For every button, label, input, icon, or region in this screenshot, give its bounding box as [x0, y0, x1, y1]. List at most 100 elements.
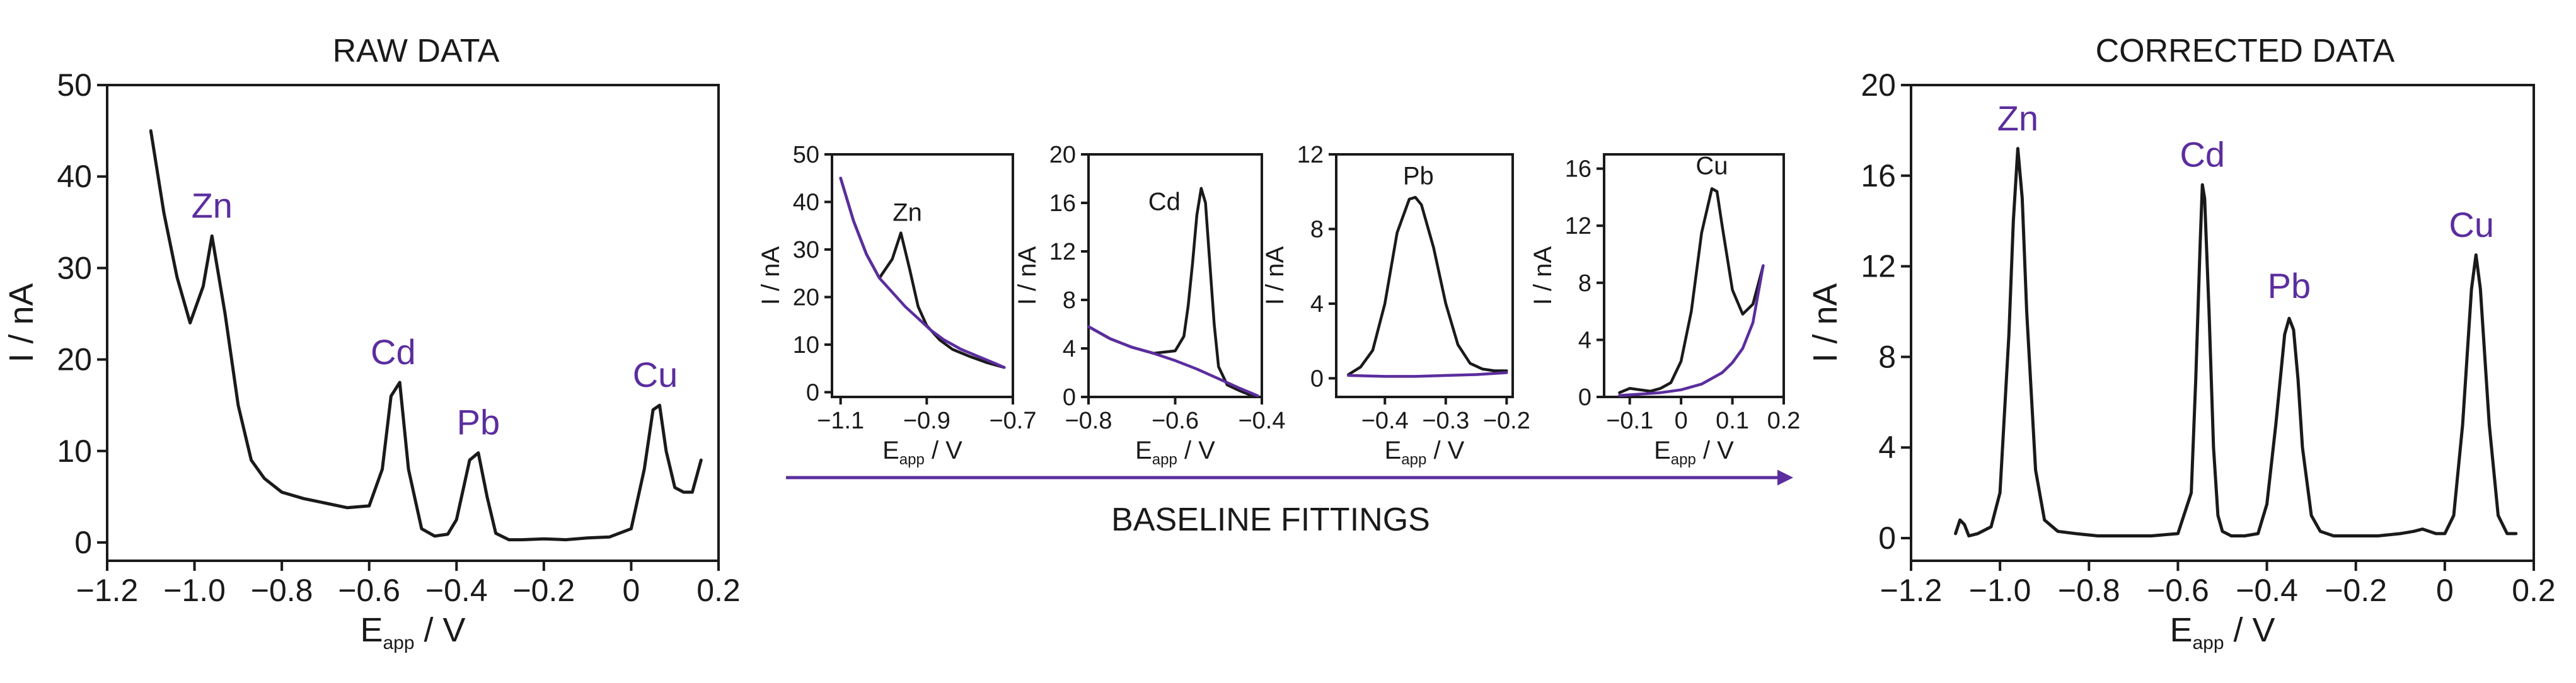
corrected-y-tick-label: 12	[1861, 249, 1896, 284]
fit-pb-plot-frame	[1335, 153, 1514, 398]
fit-cd-x-tick-label: −0.4	[1238, 408, 1285, 434]
raw-x-tick-label: −0.8	[251, 573, 313, 608]
fit-cu-x-axis-label: Eapp / V	[1654, 437, 1734, 468]
fit-cd-y-tick-label: 4	[1063, 336, 1076, 362]
fit-pb-x-tick-label: −0.3	[1422, 408, 1469, 434]
fit-zn-x-axis-label: Eapp / V	[882, 437, 962, 468]
fit-cu-y-axis-label: I / nA	[1529, 246, 1557, 305]
pb-baseline-fit-chart: −0.4 −0.3 −0.2 0 4 8 12 Eapp / V I / nA Pb	[1261, 142, 1530, 468]
fit-zn-peak-label-zn: Zn	[892, 199, 922, 227]
fit-pb-x-tick-label: −0.4	[1361, 408, 1409, 434]
fit-cu-y-tick-label: 4	[1578, 327, 1591, 353]
corrected-y-tick-label: 4	[1878, 430, 1896, 465]
raw-x-tick-label: −1.0	[163, 573, 226, 608]
fit-cd-series-baseline	[1087, 325, 1259, 398]
fit-pb-y-tick-label: 0	[1310, 365, 1324, 392]
raw-plot-frame	[106, 84, 720, 562]
corrected-x-tick-label: −0.4	[2236, 573, 2298, 608]
raw-y-tick-label: 40	[57, 159, 92, 194]
corrected-y-axis-label: I / nA	[1806, 283, 1844, 362]
corrected-x-tick-label: 0.2	[2512, 573, 2556, 608]
corrected-x-tick-label: −1.0	[1969, 573, 2031, 608]
fit-cd-y-tick-label: 20	[1049, 142, 1076, 168]
corrected-y-tick-label: 16	[1861, 158, 1896, 193]
fit-zn-x-tick-label: −0.7	[989, 408, 1036, 434]
fit-cd-x-axis-label: Eapp / V	[1135, 437, 1215, 468]
raw-x-tick-label: −0.4	[425, 573, 488, 608]
raw-x-tick-label: 0	[623, 573, 640, 608]
fit-zn-y-tick-label: 50	[793, 142, 819, 168]
fit-zn-series-raw	[839, 176, 1006, 369]
fit-cd-y-tick-label: 8	[1063, 287, 1076, 314]
fit-cu-x-tick-label: 0.1	[1716, 408, 1749, 434]
fit-pb-peak-label-pb: Pb	[1403, 162, 1434, 190]
raw-x-tick-label: −0.2	[512, 573, 575, 608]
corrected-x-axis-label: Eapp / V	[2169, 611, 2275, 653]
raw-x-axis-label: Eapp / V	[360, 611, 465, 653]
corrected-x-tick-label: −0.6	[2147, 573, 2209, 608]
fit-pb-series-raw	[1347, 195, 1508, 376]
corrected-peak-label-pb: Pb	[2268, 266, 2311, 306]
fit-pb-x-axis-label: Eapp / V	[1385, 437, 1465, 468]
raw-y-tick-label: 20	[57, 342, 92, 377]
fit-cu-x-tick-label: 0	[1675, 408, 1688, 434]
corrected-peak-label-cd: Cd	[2180, 134, 2225, 174]
fit-cd-y-axis-label: I / nA	[1014, 246, 1041, 305]
raw-data-chart: −1.2 −1.0 −0.8 −0.6 −0.4 −0.2 0 0.2 0 10 20 30 40 50 E…	[3, 67, 741, 653]
cd-baseline-fit-chart: −0.8 −0.6 −0.4 0 4 8 12 16 20 Eapp / V I / nA Cd	[1014, 142, 1286, 468]
fit-cd-x-tick-label: −0.8	[1065, 408, 1112, 434]
fit-cd-x-tick-label: −0.6	[1152, 408, 1199, 434]
fit-cu-y-tick-label: 16	[1565, 156, 1591, 183]
fit-cu-x-tick-label: 0.2	[1767, 408, 1801, 434]
fit-zn-y-tick-label: 0	[806, 379, 819, 406]
corrected-plot-frame	[1910, 84, 2535, 562]
fit-cu-peak-label-cu: Cu	[1695, 152, 1728, 180]
fit-cd-y-tick-label: 16	[1049, 190, 1076, 217]
fit-zn-x-tick-label: −1.1	[817, 408, 864, 434]
corrected-x-tick-label: −1.2	[1880, 573, 1943, 608]
raw-y-tick-label: 0	[74, 525, 92, 560]
raw-x-tick-label: 0.2	[696, 573, 741, 608]
raw-y-tick-label: 10	[57, 433, 92, 469]
corrected-peak-label-zn: Zn	[1997, 98, 2038, 138]
fit-cd-y-tick-label: 0	[1063, 384, 1076, 411]
raw-peak-label-zn: Zn	[192, 186, 233, 226]
corrected-peak-label-cu: Cu	[2449, 205, 2494, 244]
fit-cd-series-raw	[1087, 187, 1259, 398]
fit-zn-y-tick-label: 40	[793, 189, 819, 215]
fit-pb-y-tick-label: 8	[1310, 216, 1324, 243]
corrected-series-corrected	[1954, 147, 2518, 537]
raw-peak-label-cu: Cu	[633, 355, 678, 394]
corrected-panel-title: CORRECTED DATA	[2096, 33, 2395, 69]
corrected-y-tick-label: 20	[1861, 67, 1896, 103]
fit-zn-plot-frame	[831, 153, 1014, 398]
fit-cu-y-tick-label: 8	[1578, 270, 1591, 297]
fit-cu-series-baseline	[1618, 264, 1765, 397]
raw-x-tick-label: −1.2	[76, 573, 139, 608]
fit-zn-y-tick-label: 10	[793, 332, 819, 359]
corrected-data-chart: −1.2 −1.0 −0.8 −0.6 −0.4 −0.2 0 0.2 0 4 8 12 16 20 Eap…	[1806, 67, 2556, 653]
corrected-x-tick-label: −0.8	[2058, 573, 2120, 608]
raw-panel-title: RAW DATA	[333, 33, 500, 69]
fit-pb-y-tick-label: 12	[1297, 142, 1324, 168]
fit-cd-y-tick-label: 12	[1049, 239, 1076, 265]
fit-zn-series-baseline	[839, 176, 1006, 369]
raw-y-tick-label: 50	[57, 67, 92, 103]
corrected-y-tick-label: 0	[1878, 520, 1896, 556]
raw-peak-label-cd: Cd	[371, 332, 416, 372]
raw-y-tick-label: 30	[57, 250, 92, 285]
corrected-x-tick-label: 0	[2436, 573, 2454, 608]
fit-cu-y-tick-label: 12	[1565, 213, 1591, 239]
raw-peak-label-pb: Pb	[457, 403, 500, 442]
fit-cd-peak-label-cd: Cd	[1148, 188, 1181, 216]
raw-x-tick-label: −0.6	[338, 573, 400, 608]
fit-cu-series-raw	[1618, 187, 1765, 394]
fit-zn-y-axis-label: I / nA	[757, 246, 785, 305]
corrected-x-tick-label: −0.2	[2325, 573, 2387, 608]
cu-baseline-fit-chart: −0.1 0 0.1 0.2 0 4 8 12 16 Eapp / V I / nA Cu	[1529, 152, 1800, 468]
zn-baseline-fit-chart: −1.1 −0.9 −0.7 0 10 20 30 40 50 Eapp / V I / nA Zn	[757, 142, 1037, 468]
fit-pb-series-baseline	[1347, 371, 1508, 378]
fit-pb-x-tick-label: −0.2	[1483, 408, 1530, 434]
fit-zn-y-tick-label: 30	[793, 237, 819, 263]
